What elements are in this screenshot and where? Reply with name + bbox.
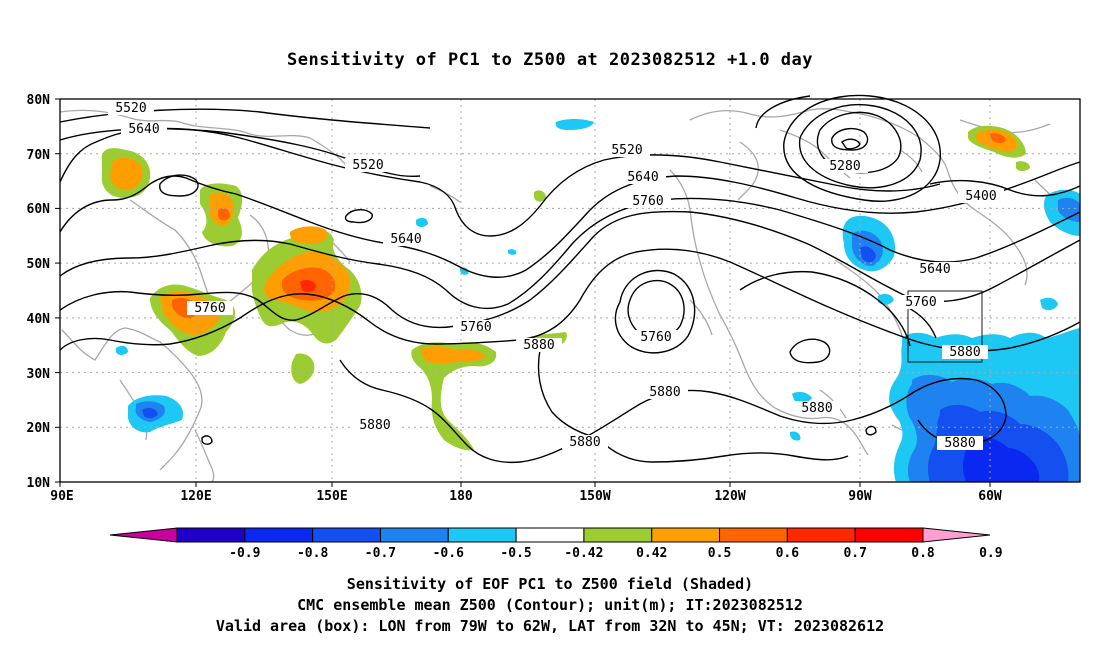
colorbar-swatch [583,527,653,543]
contour-label: 5760 [640,330,671,345]
lon-label: 90E [50,489,73,504]
lat-label: 40N [27,312,51,327]
colorbar-extend-low [109,527,178,543]
lon-label: 150W [579,489,610,504]
lat-label: 50N [27,257,51,272]
contour-label: 5760 [632,194,663,209]
colorbar-swatch [786,527,856,543]
lon-label: 180 [449,489,473,504]
colorbar-tick-label: -0.6 [433,546,464,561]
contour-label: 5640 [128,122,159,137]
contour-label: 5880 [944,436,975,451]
colorbar-tick-label: -0.8 [297,546,328,561]
lon-label: 150E [316,489,347,504]
colorbar: -0.9 -0.8 -0.7 -0.6 -0.5 -0.42 0.42 0.5 0.6 0.7 0.… [109,527,1003,561]
contour-label: 5640 [627,170,658,185]
colorbar-swatch [515,527,585,543]
contour-label: 5520 [611,143,642,158]
contour-label: 5760 [460,320,491,335]
contour-label: 5760 [194,301,225,316]
lat-label: 60N [27,202,51,217]
lat-label: 30N [27,367,51,382]
z500-contours [59,94,1081,464]
contour-label: 5880 [359,418,390,433]
contour-label: 5880 [649,385,680,400]
colorbar-tick-label: 0.42 [636,546,667,561]
contour-label: 5880 [801,401,832,416]
contour-label: 5520 [115,101,146,116]
colorbar-tick-label: 0.7 [843,546,866,561]
colorbar-tick-label: 0.6 [776,546,800,561]
contour-label: 5880 [569,435,600,450]
lat-label: 70N [27,148,51,163]
caption-line-valid-area: Valid area (box): LON from 79W to 62W, L… [215,617,885,635]
valid-area-box [907,290,983,363]
colorbar-swatch [176,527,246,543]
lat-label: 10N [27,476,51,491]
contour-label: 5640 [390,232,421,247]
axis-ticks [55,98,991,487]
contour-label: 5760 [905,295,936,310]
lon-label: 60W [978,489,1002,504]
colorbar-tick-label: 0.5 [708,546,731,561]
colorbar-tick-label: -0.9 [229,546,260,561]
contour-label: 5280 [829,159,860,174]
colorbar-extend-high [922,527,991,543]
contour-label: 5640 [919,262,950,277]
colorbar-swatch [312,527,381,543]
caption-line-contour: CMC ensemble mean Z500 (Contour); unit(m… [297,596,803,614]
contour-label: 5880 [949,345,980,360]
lon-label: 90W [848,489,872,504]
plot-title: Sensitivity of PC1 to Z500 at 2023082512… [286,50,813,70]
contour-label: 5400 [965,189,996,204]
caption-line-shaded: Sensitivity of EOF PC1 to Z500 field (Sh… [346,575,754,593]
lon-label: 120W [714,489,745,504]
lat-label: 80N [27,93,51,108]
colorbar-tick-label: -0.42 [564,546,603,561]
colorbar-swatch [447,527,517,543]
caption: Sensitivity of EOF PC1 to Z500 field (Sh… [0,574,1100,637]
contour-label: 5880 [523,338,554,353]
lat-label: 20N [27,421,51,436]
longitude-labels: 90E 120E 150E 180 150W 120W 90W 60W [50,489,1002,504]
map-panel: 5520 5640 5520 5640 5760 5880 5880 5760 … [59,94,1081,483]
latitude-labels: 80N 70N 60N 50N 40N 30N 20N 10N [27,93,51,491]
shaded-sensitivity [101,119,1080,482]
colorbar-swatch [854,527,924,543]
colorbar-swatch [379,527,449,543]
colorbar-swatch [244,527,314,543]
colorbar-swatch [651,527,721,543]
contour-label: 5520 [352,158,383,173]
colorbar-tick-label: 0.9 [979,546,1002,561]
lon-label: 120E [180,489,211,504]
colorbar-tick-label: -0.5 [500,546,531,561]
colorbar-swatch [719,527,788,543]
colorbar-tick-label: -0.7 [365,546,396,561]
colorbar-tick-label: 0.8 [911,546,935,561]
contour-label-group: 5520 5640 5520 5640 5760 5880 5880 5760 … [108,101,1004,451]
